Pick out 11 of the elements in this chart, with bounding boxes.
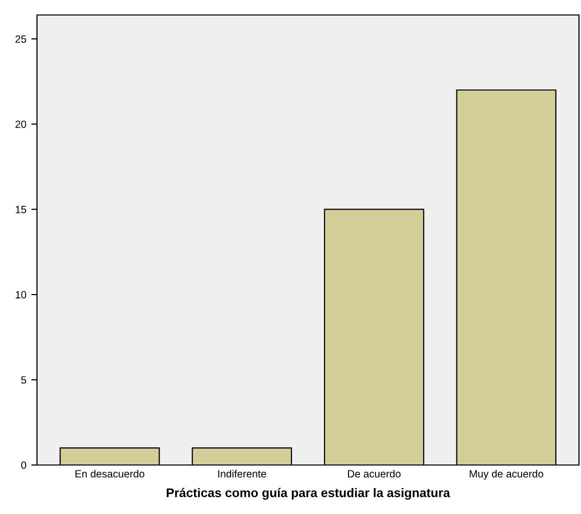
x-axis-title: Prácticas como guía para estudiar la asignatura [166,488,450,500]
x-tick-label: Muy de acuerdo [470,470,544,480]
x-tick-label: De acuerdo [348,470,401,478]
y-tick-label: 0 [21,462,26,469]
y-tick-label: 10 [16,291,26,298]
y-tick-label: 15 [16,206,26,214]
y-tick-label: 25 [16,35,26,43]
y-tick-label: 5 [21,376,26,384]
x-tick-label: En desacuerdo [76,470,144,478]
y-tick-label: 20 [16,120,26,128]
x-tick-label: Indiferente [218,470,266,478]
